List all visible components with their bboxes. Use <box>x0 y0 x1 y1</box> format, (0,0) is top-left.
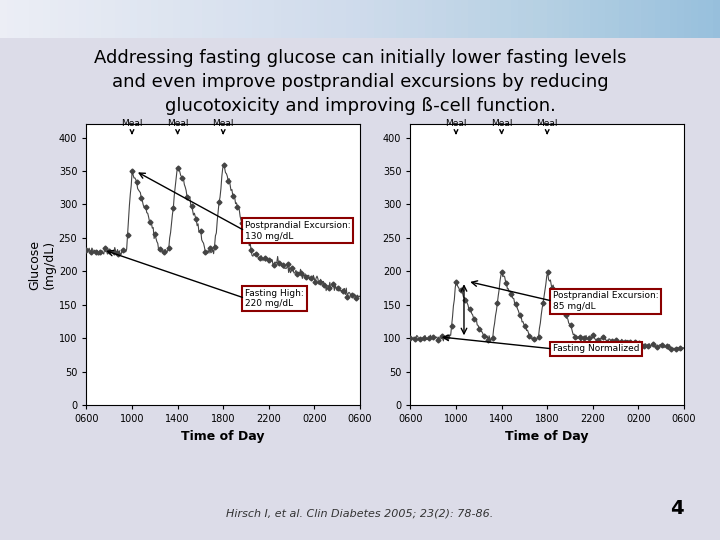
Text: glucotoxicity and improving ß-cell function.: glucotoxicity and improving ß-cell funct… <box>165 97 555 115</box>
Text: Meal: Meal <box>491 119 513 133</box>
Text: Postprandial Excursion:
85 mg/dL: Postprandial Excursion: 85 mg/dL <box>553 292 658 311</box>
Text: Fasting Normalized: Fasting Normalized <box>553 345 639 353</box>
X-axis label: Time of Day: Time of Day <box>505 430 589 443</box>
Text: Meal: Meal <box>167 119 189 133</box>
Text: Meal: Meal <box>212 119 234 133</box>
Y-axis label: Glucose
(mg/dL): Glucose (mg/dL) <box>28 240 56 289</box>
Text: Meal: Meal <box>536 119 558 133</box>
Text: Addressing fasting glucose can initially lower fasting levels: Addressing fasting glucose can initially… <box>94 49 626 66</box>
Text: Fasting High:
220 mg/dL: Fasting High: 220 mg/dL <box>245 288 304 308</box>
Text: and even improve postprandial excursions by reducing: and even improve postprandial excursions… <box>112 73 608 91</box>
Text: Hirsch I, et al. Clin Diabetes 2005; 23(2): 78-86.: Hirsch I, et al. Clin Diabetes 2005; 23(… <box>226 508 494 518</box>
Text: 4: 4 <box>670 500 684 518</box>
X-axis label: Time of Day: Time of Day <box>181 430 265 443</box>
Text: Meal: Meal <box>445 119 467 133</box>
Text: Postprandial Excursion:
130 mg/dL: Postprandial Excursion: 130 mg/dL <box>245 221 351 241</box>
Text: Meal: Meal <box>121 119 143 133</box>
